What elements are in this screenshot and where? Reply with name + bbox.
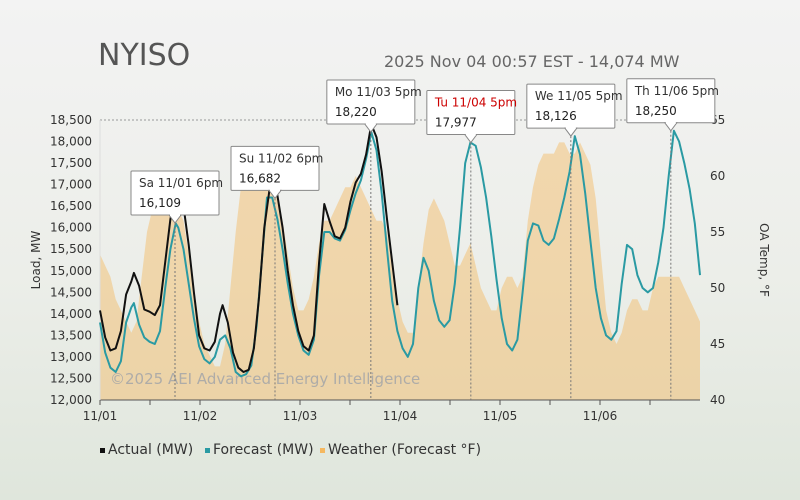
forecast-line [99, 129, 701, 378]
x-tick-label: 11/05 [483, 409, 518, 423]
y-tick-label: 12,000 [50, 393, 92, 407]
watermark: ©2025 AEI Advanced Energy Intelligence [110, 370, 420, 388]
peak-callout-arrow [463, 134, 478, 144]
y2-axis-label: OA Temp, °F [757, 223, 771, 297]
y-tick-label: 18,500 [50, 113, 92, 127]
legend-swatch [320, 447, 325, 453]
chart-title: NYISO [98, 38, 191, 73]
legend-item[interactable]: Actual (MW) [100, 442, 193, 458]
peak-callout-arrow [663, 122, 678, 132]
peak-callout-label: Su 11/02 6pm [239, 151, 323, 165]
y-tick-label: 14,000 [50, 307, 92, 321]
peak-callout-label: Th 11/06 5pm [634, 84, 719, 98]
y-axis-label: Load, MW [29, 231, 43, 290]
y2-tick-label: 60 [710, 169, 725, 183]
y-tick-label: 16,500 [50, 199, 92, 213]
x-tick-label: 11/02 [183, 409, 218, 423]
x-tick-label: 11/03 [283, 409, 318, 423]
y-tick-label: 12,500 [50, 371, 92, 385]
y-tick-label: 16,000 [50, 221, 92, 235]
x-tick-label: 11/04 [383, 409, 418, 423]
y2-tick-label: 50 [710, 281, 725, 295]
legend-label: Actual (MW) [108, 442, 194, 458]
x-tick-label: 11/01 [83, 409, 118, 423]
peak-callout-value: 17,977 [435, 116, 477, 130]
y-tick-label: 17,000 [50, 178, 92, 192]
y-tick-label: 15,000 [50, 264, 92, 278]
peak-callout-value: 18,126 [535, 109, 577, 123]
peak-callout-value: 16,682 [239, 171, 281, 185]
chart-subtitle: 2025 Nov 04 00:57 EST - 14,074 MW [384, 52, 680, 71]
peak-callout-label: Mo 11/03 5pm [335, 85, 422, 99]
peak-callout-label: We 11/05 5pm [535, 89, 623, 103]
legend-item[interactable]: Forecast (MW) [205, 442, 314, 458]
actual-line [99, 123, 399, 373]
y2-tick-label: 55 [710, 225, 725, 239]
y2-tick-label: 45 [710, 337, 725, 351]
peak-callout-label: Sa 11/01 6pm [139, 176, 223, 190]
peak-callout-arrow [363, 123, 378, 133]
legend-swatch [100, 447, 105, 453]
legend-swatch [205, 447, 210, 453]
peak-callout-arrow [563, 127, 578, 137]
y-tick-label: 13,500 [50, 328, 92, 342]
peak-callout-value: 16,109 [139, 196, 181, 210]
legend-label: Weather (Forecast °F) [328, 442, 482, 458]
y-tick-label: 17,500 [50, 156, 92, 170]
y2-tick-label: 40 [710, 393, 725, 407]
peak-callout-value: 18,250 [635, 104, 677, 118]
y-tick-label: 18,000 [50, 135, 92, 149]
legend-label: Forecast (MW) [213, 442, 314, 458]
peak-callout-value: 18,220 [335, 105, 377, 119]
legend-item[interactable]: Weather (Forecast °F) [320, 442, 481, 458]
peak-callout-label: Tu 11/04 5pm [434, 96, 517, 110]
weather-area [100, 142, 700, 400]
y-tick-label: 13,000 [50, 350, 92, 364]
y-tick-label: 15,500 [50, 242, 92, 256]
y-tick-label: 14,500 [50, 285, 92, 299]
x-tick-label: 11/06 [583, 409, 618, 423]
